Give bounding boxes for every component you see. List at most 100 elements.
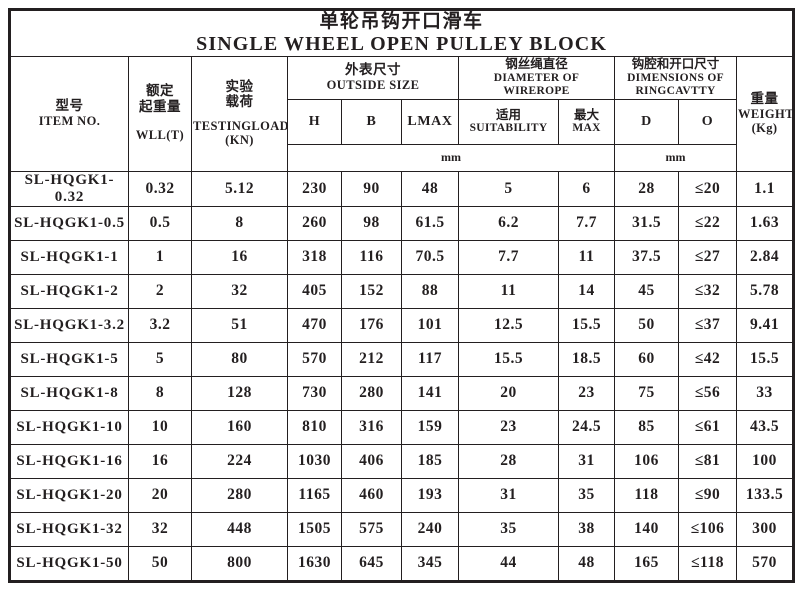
title-chinese: 单轮吊钩开口滑车 <box>319 10 484 32</box>
cell-o: ≤81 <box>678 443 737 479</box>
cell-b: 152 <box>341 273 402 309</box>
header-weight-cn: 重量 <box>750 90 779 107</box>
cell-weight: 15.5 <box>735 341 795 377</box>
cell-item-no: SL-HQGK1-0.5 <box>9 205 129 241</box>
cell-weight: 300 <box>735 511 795 547</box>
cell-testing-load: 128 <box>191 375 288 411</box>
cell-suitability: 44 <box>458 545 559 582</box>
header-ringcavity-en2: RINGCAVTTY <box>635 84 716 97</box>
cell-b: 316 <box>341 409 402 445</box>
header-b-label: B <box>366 113 377 129</box>
cell-testing-load: 32 <box>191 273 288 309</box>
table-row[interactable]: SL-HQGK1-0.5 0.5 8 260 98 61.5 6.2 7.7 3… <box>9 205 795 241</box>
cell-b: 645 <box>341 545 402 582</box>
cell-h: 570 <box>287 341 342 377</box>
table-row[interactable]: SL-HQGK1-50 50 800 1630 645 345 44 48 16… <box>9 545 795 582</box>
header-outside-size: 外表尺寸 OUTSIDE SIZE <box>287 55 459 100</box>
cell-weight: 1.63 <box>735 205 795 241</box>
cell-d: 85 <box>614 409 679 445</box>
cell-item-no: SL-HQGK1-2 <box>9 273 129 309</box>
header-testing-load-en2: (KN) <box>225 133 254 148</box>
cell-item-no: SL-HQGK1-50 <box>9 545 129 582</box>
cell-h: 230 <box>287 170 342 207</box>
cell-wll: 3.2 <box>128 307 192 343</box>
cell-item-no: SL-HQGK1-20 <box>9 477 129 513</box>
cell-o: ≤42 <box>678 341 737 377</box>
cell-item-no: SL-HQGK1-10 <box>9 409 129 445</box>
header-suitability: 适用 SUITABILITY <box>458 98 559 145</box>
cell-wll: 16 <box>128 443 192 479</box>
table-row[interactable]: SL-HQGK1-10 10 160 810 316 159 23 24.5 8… <box>9 409 795 445</box>
table-row[interactable]: SL-HQGK1-8 8 128 730 280 141 20 23 75 ≤5… <box>9 375 795 411</box>
cell-item-no: SL-HQGK1-16 <box>9 443 129 479</box>
cell-lmax: 240 <box>401 511 459 547</box>
header-suitability-en: SUITABILITY <box>469 122 548 135</box>
cell-b: 280 <box>341 375 402 411</box>
cell-wll: 10 <box>128 409 192 445</box>
cell-d: 28 <box>614 170 679 207</box>
cell-lmax: 117 <box>401 341 459 377</box>
cell-b: 212 <box>341 341 402 377</box>
cell-testing-load: 448 <box>191 511 288 547</box>
header-d-label: D <box>641 113 652 129</box>
cell-o: ≤106 <box>678 511 737 547</box>
title-row: 单轮吊钩开口滑车 SINGLE WHEEL OPEN PULLEY BLOCK <box>8 9 795 57</box>
header-lmax: LMAX <box>401 98 459 145</box>
header-wll-cn2: 起重量 <box>139 98 181 115</box>
cell-lmax: 141 <box>401 375 459 411</box>
cell-wll: 32 <box>128 511 192 547</box>
header-sub-row: H B LMAX 适用 SUITABILITY 最大 MAX D <box>10 98 794 145</box>
cell-weight: 100 <box>735 443 795 479</box>
unit-outside-size: mm <box>287 143 615 172</box>
cell-h: 260 <box>287 205 342 241</box>
table-row[interactable]: SL-HQGK1-20 20 280 1165 460 193 31 35 11… <box>9 477 795 513</box>
header-wll-cn1: 额定 <box>146 83 174 100</box>
spacer <box>130 115 190 128</box>
cell-suitability: 15.5 <box>458 341 559 377</box>
header-max-en: MAX <box>572 122 601 135</box>
header-weight-en2: (Kg) <box>751 121 778 136</box>
cell-weight: 33 <box>735 375 795 411</box>
cell-o: ≤32 <box>678 273 737 309</box>
cell-weight: 9.41 <box>735 307 795 343</box>
header-max-cn: 最大 <box>573 106 599 122</box>
cell-d: 106 <box>614 443 679 479</box>
cell-testing-load: 80 <box>191 341 288 377</box>
cell-item-no: SL-HQGK1-3.2 <box>9 307 129 343</box>
header-d: D <box>614 98 679 145</box>
cell-h: 810 <box>287 409 342 445</box>
cell-suitability: 12.5 <box>458 307 559 343</box>
cell-suitability: 6.2 <box>458 205 559 241</box>
cell-o: ≤27 <box>678 239 737 275</box>
cell-b: 460 <box>341 477 402 513</box>
cell-testing-load: 5.12 <box>191 170 288 207</box>
cell-o: ≤22 <box>678 205 737 241</box>
cell-d: 50 <box>614 307 679 343</box>
table-row[interactable]: SL-HQGK1-5 5 80 570 212 117 15.5 18.5 60… <box>9 341 795 377</box>
cell-weight: 43.5 <box>735 409 795 445</box>
table-row[interactable]: SL-HQGK1-3.2 3.2 51 470 176 101 12.5 15.… <box>9 307 795 343</box>
cell-suitability: 11 <box>458 273 559 309</box>
header-weight-en1: WEIGHT <box>738 107 794 122</box>
table-row[interactable]: SL-HQGK1-1 1 16 318 116 70.5 7.7 11 37.5… <box>9 239 795 275</box>
cell-lmax: 345 <box>401 545 459 582</box>
cell-wll: 50 <box>128 545 192 582</box>
cell-weight: 570 <box>735 545 795 582</box>
cell-h: 1165 <box>287 477 342 513</box>
cell-max: 7.7 <box>558 205 615 241</box>
cell-b: 98 <box>341 205 402 241</box>
header-wirerope-cn: 钢丝绳直径 <box>505 56 568 72</box>
table-row[interactable]: SL-HQGK1-0.32 0.32 5.12 230 90 48 5 6 28… <box>9 170 795 207</box>
cell-d: 31.5 <box>614 205 679 241</box>
cell-item-no: SL-HQGK1-1 <box>9 239 129 275</box>
cell-testing-load: 16 <box>191 239 288 275</box>
cell-item-no: SL-HQGK1-5 <box>9 341 129 377</box>
table-row[interactable]: SL-HQGK1-16 16 224 1030 406 185 28 31 10… <box>9 443 795 479</box>
cell-b: 90 <box>341 170 402 207</box>
cell-h: 730 <box>287 375 342 411</box>
cell-wll: 20 <box>128 477 192 513</box>
cell-b: 575 <box>341 511 402 547</box>
table-row[interactable]: SL-HQGK1-2 2 32 405 152 88 11 14 45 ≤32 … <box>9 273 795 309</box>
table-row[interactable]: SL-HQGK1-32 32 448 1505 575 240 35 38 14… <box>9 511 795 547</box>
cell-max: 18.5 <box>558 341 615 377</box>
